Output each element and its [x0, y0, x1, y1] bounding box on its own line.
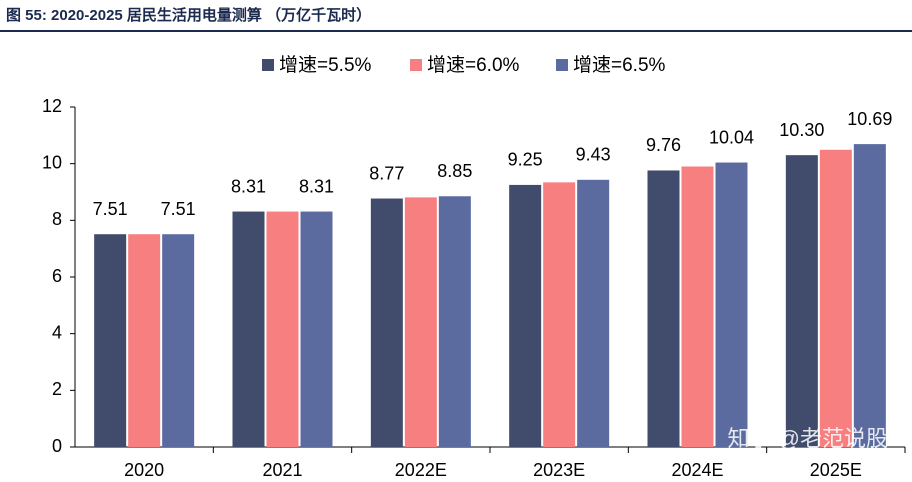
legend-swatch	[262, 59, 274, 71]
legend-label: 增速=6.5%	[573, 54, 666, 76]
bar	[853, 144, 886, 447]
x-tick-label: 2024E	[671, 460, 723, 480]
value-label: 8.85	[437, 161, 472, 181]
x-tick-label: 2020	[124, 460, 164, 480]
value-label: 9.43	[576, 145, 611, 165]
bar	[370, 198, 403, 447]
value-label: 10.04	[709, 127, 754, 147]
y-tick-label: 2	[52, 379, 62, 399]
bar	[509, 184, 542, 447]
legend-swatch	[556, 59, 568, 71]
bar	[404, 197, 437, 447]
y-tick-label: 12	[42, 96, 62, 116]
bar	[647, 170, 680, 447]
bar	[94, 234, 127, 447]
bar	[438, 196, 471, 447]
bar	[128, 234, 161, 447]
y-tick-label: 0	[52, 436, 62, 456]
bar	[543, 182, 576, 447]
bar	[577, 179, 610, 448]
value-label: 10.69	[847, 109, 892, 129]
y-tick-label: 6	[52, 266, 62, 286]
bar	[266, 211, 299, 447]
chart-title: 图 55: 2020-2025 居民生活用电量测算 （万亿千瓦时）	[6, 6, 371, 24]
watermark: 知乎 @老范说股	[728, 426, 888, 451]
bar	[232, 211, 265, 447]
value-label: 9.25	[508, 150, 543, 170]
legend-label: 增速=6.0%	[427, 54, 520, 76]
legend-swatch	[410, 59, 422, 71]
value-label: 8.31	[231, 176, 266, 196]
bar	[819, 149, 852, 448]
value-label: 9.76	[646, 135, 681, 155]
bar	[785, 155, 818, 447]
value-label: 7.51	[93, 199, 128, 219]
x-tick-label: 2025E	[810, 460, 862, 480]
value-label: 7.51	[161, 199, 196, 219]
y-tick-label: 4	[52, 322, 62, 342]
y-tick-label: 8	[52, 209, 62, 229]
x-tick-label: 2023E	[533, 460, 585, 480]
x-tick-label: 2021	[262, 460, 302, 480]
bar	[162, 234, 195, 447]
bar	[715, 162, 748, 448]
bar	[681, 166, 714, 447]
y-tick-label: 10	[42, 152, 62, 172]
x-tick-label: 2022E	[395, 460, 447, 480]
bar	[300, 211, 333, 447]
value-label: 8.31	[299, 176, 334, 196]
value-label: 8.77	[369, 163, 404, 183]
legend-label: 增速=5.5%	[279, 54, 372, 76]
value-label: 10.30	[779, 120, 824, 140]
